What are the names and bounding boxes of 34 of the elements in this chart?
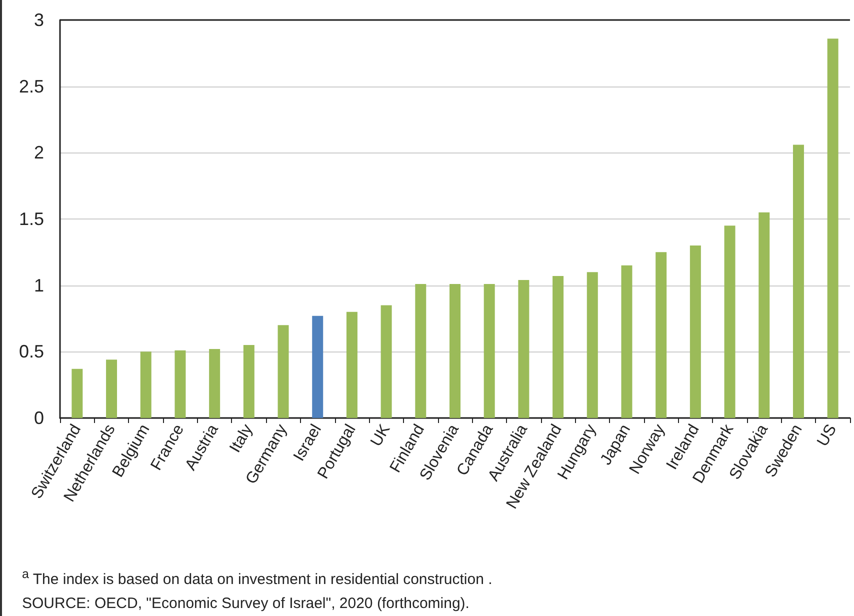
bar	[690, 246, 701, 418]
bar	[827, 38, 838, 418]
bar	[209, 349, 220, 418]
bar	[656, 252, 667, 418]
text: $^{a}$ The index is based on data on investment in residential construction .	[22, 566, 492, 590]
source-note: SOURCE: OECD, "Economic Survey of Israel", 2020 (forthcoming).	[22, 594, 470, 614]
y-tick-label: 2	[34, 142, 44, 163]
bar	[72, 368, 83, 418]
bar	[758, 212, 770, 418]
bar	[312, 316, 324, 418]
bar	[450, 284, 460, 418]
y-tick-label: 3	[34, 10, 44, 30]
bar	[346, 312, 358, 418]
bar	[518, 280, 530, 418]
bar	[484, 284, 495, 418]
bar	[278, 325, 289, 418]
y-tick-label: 0	[34, 408, 44, 428]
bar	[243, 345, 254, 418]
bar	[140, 352, 152, 418]
y-tick-label: 2.5	[18, 76, 44, 96]
x-tick-label: UK	[368, 421, 394, 450]
bar	[174, 350, 186, 418]
bar	[724, 226, 736, 418]
bar	[415, 284, 426, 418]
bar	[380, 305, 392, 418]
x-tick-label: US	[814, 422, 840, 450]
bar	[586, 272, 598, 418]
bar	[792, 144, 804, 418]
y-tick-label: 0.5	[18, 342, 44, 362]
bar	[621, 265, 632, 418]
y-tick-label: 1.5	[18, 209, 44, 229]
y-tick-label: 1	[34, 275, 44, 296]
bar	[106, 360, 118, 418]
bar	[552, 276, 564, 418]
